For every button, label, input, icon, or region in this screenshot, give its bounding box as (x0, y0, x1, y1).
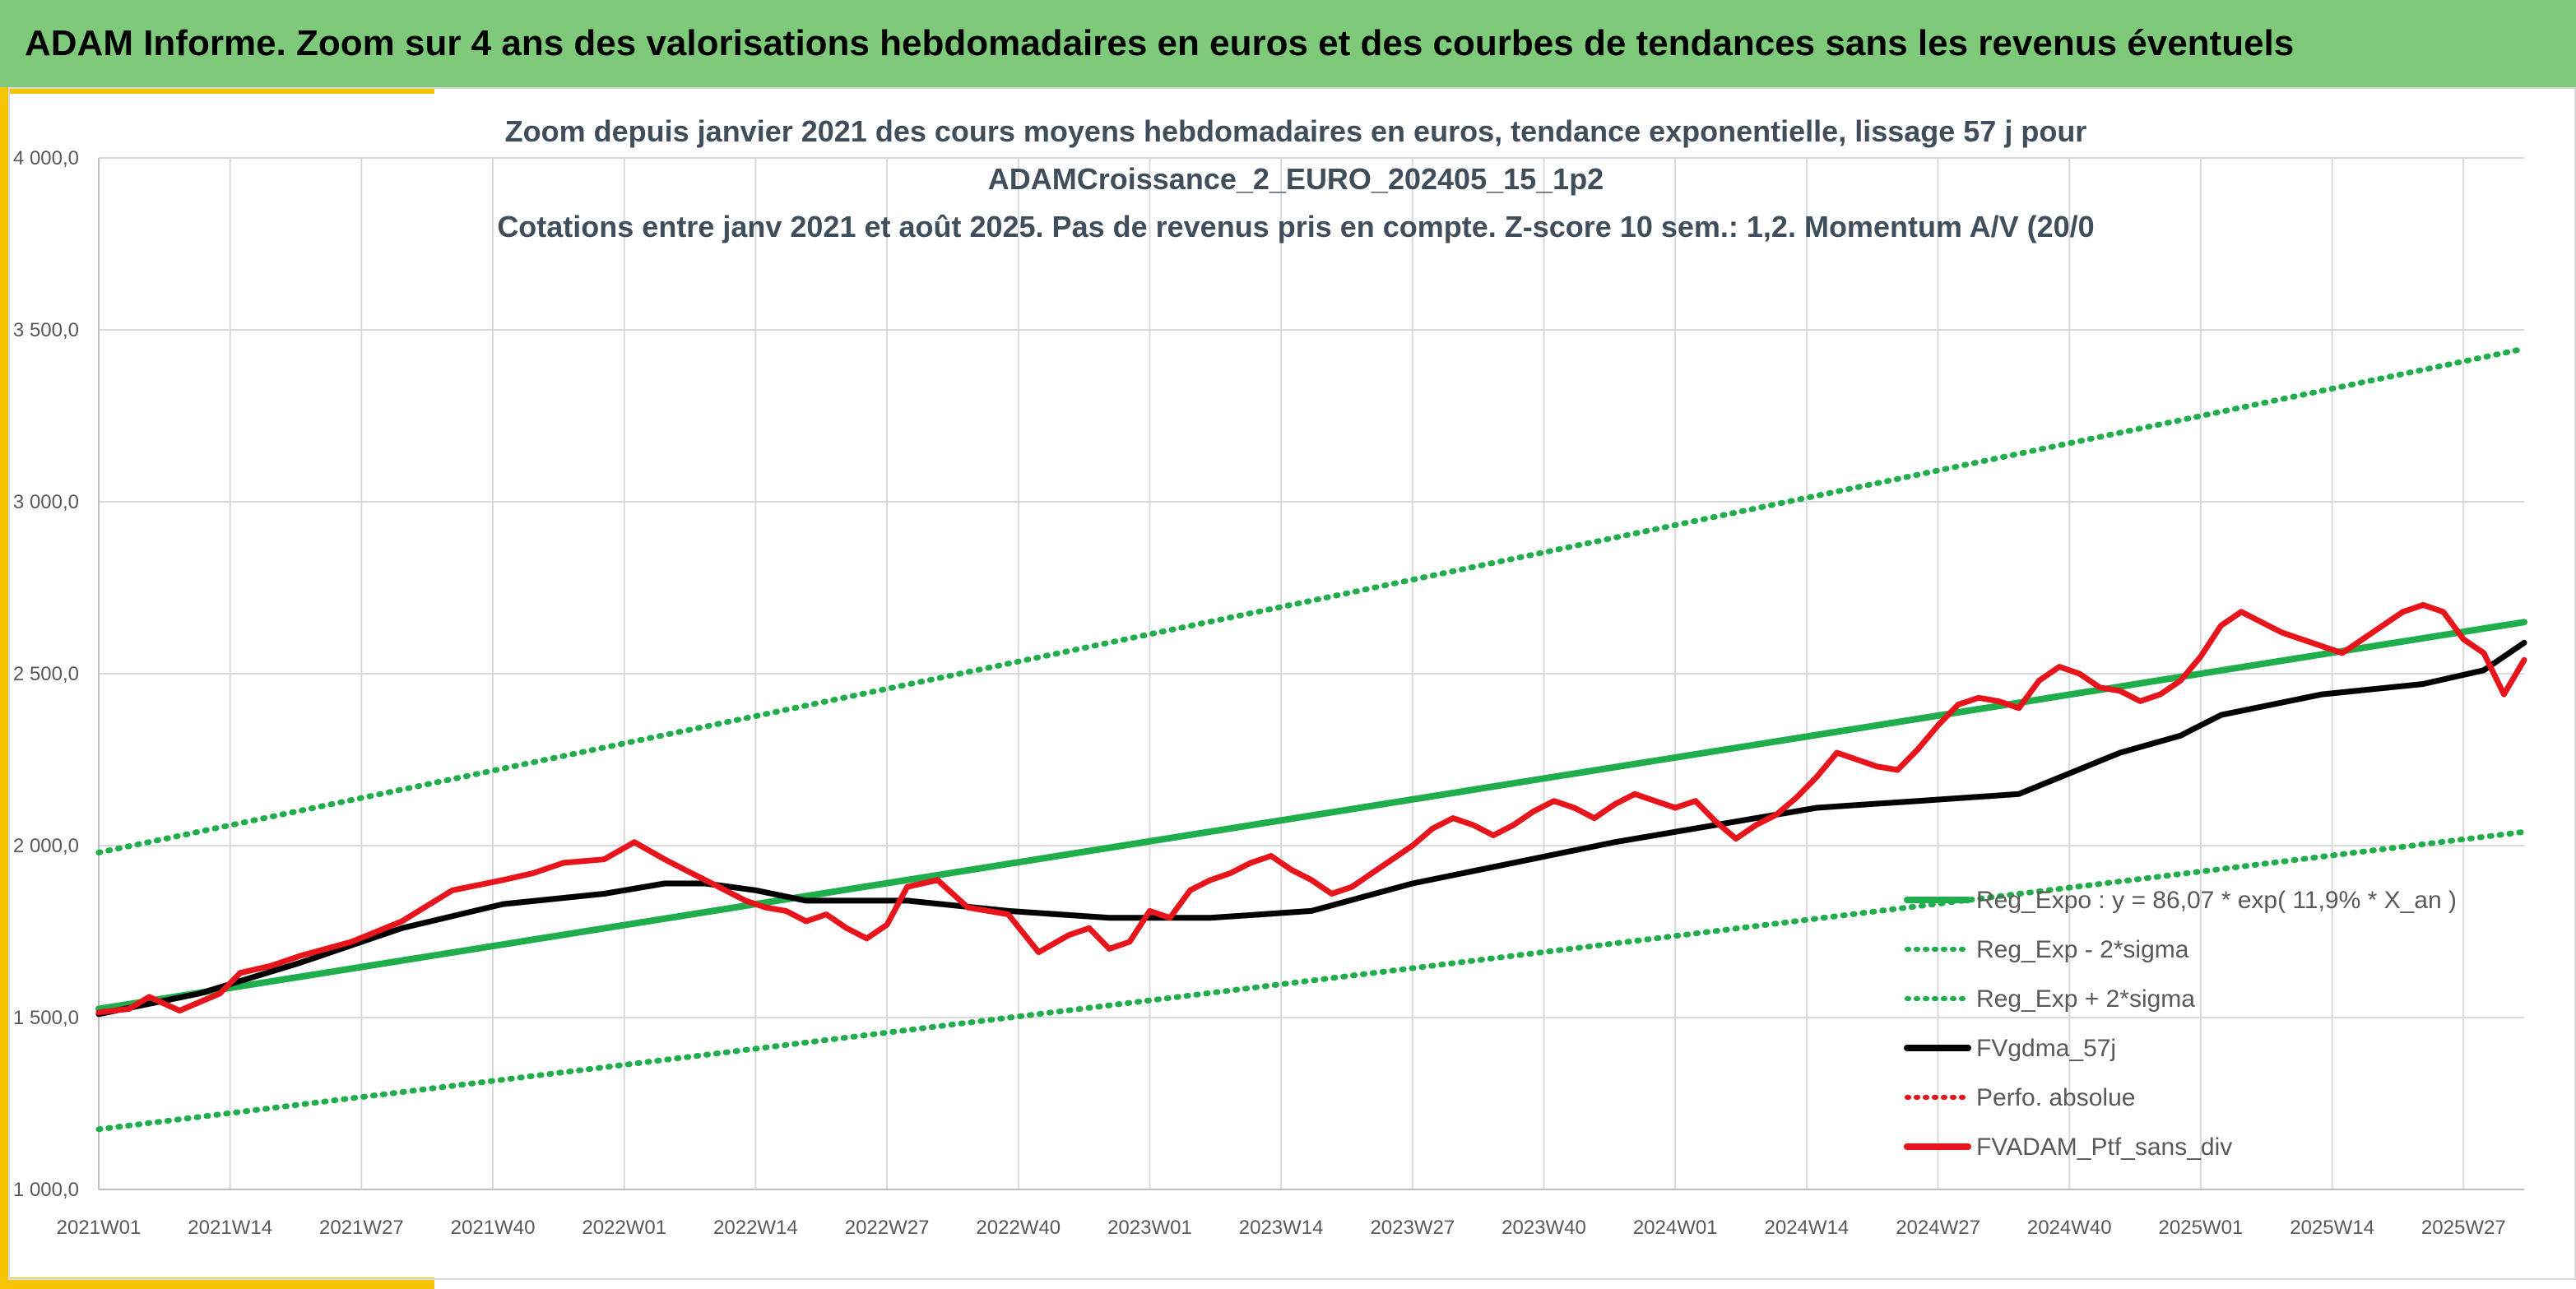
x-tick-label: 2023W40 (1502, 1217, 1586, 1239)
chart-frame (8, 87, 2576, 1280)
y-tick-label: 1 500,0 (13, 1007, 79, 1029)
x-tick-label: 2025W14 (2290, 1217, 2374, 1239)
legend-entry-label: FVADAM_Ptf_sans_div (1976, 1134, 2232, 1161)
x-tick-label: 2023W14 (1239, 1217, 1324, 1239)
legend-entry-label: Reg_Exp + 2*sigma (1976, 985, 2195, 1013)
x-tick-label: 2025W01 (2159, 1217, 2244, 1239)
x-tick-label: 2024W40 (2027, 1217, 2112, 1239)
x-axis-tick-labels: 2021W01 2021W14 2021W27 2021W40 2022W01 2022W… (57, 1217, 2506, 1239)
x-tick-label: 2023W27 (1370, 1217, 1455, 1239)
series-fvadam-ptf-line (95, 601, 2527, 1016)
accent-bar-top (0, 87, 434, 94)
x-tick-label: 2021W01 (57, 1217, 142, 1239)
x-tick-label: 2024W14 (1765, 1217, 1850, 1239)
accent-bar-bottom (0, 1277, 434, 1289)
legend-entry-label: FVgdma_57j (1976, 1035, 2116, 1062)
x-tick-label: 2021W27 (319, 1217, 404, 1239)
x-tick-label: 2022W01 (582, 1217, 666, 1239)
chart-grid (98, 157, 2524, 1190)
x-tick-label: 2021W14 (188, 1217, 272, 1239)
accent-bar-left (0, 87, 8, 1289)
y-tick-label: 3 500,0 (13, 319, 79, 341)
y-tick-label: 2 500,0 (13, 663, 79, 685)
y-tick-label: 3 000,0 (13, 491, 79, 513)
chart-title-line-1: Zoom depuis janvier 2021 des cours moyen… (505, 114, 2087, 148)
x-tick-label: 2023W01 (1107, 1217, 1192, 1239)
legend-entry-label: Reg_Expo : y = 86,07 * exp( 11,9% * X_an… (1976, 887, 2457, 914)
x-tick-label: 2022W14 (713, 1217, 798, 1239)
x-tick-label: 2024W27 (1896, 1217, 1980, 1239)
x-tick-label: 2024W01 (1633, 1217, 1718, 1239)
y-tick-label: 1 000,0 (13, 1179, 79, 1201)
header-title: ADAM Informe. Zoom sur 4 ans des valoris… (25, 23, 2295, 63)
chart-legend: Reg_Expo : y = 86,07 * exp( 11,9% * X_an… (1904, 887, 2457, 1161)
series-reg-exp-minus-2sigma-line (95, 828, 2527, 1133)
x-tick-label: 2025W27 (2421, 1217, 2506, 1239)
series-reg-expo-line (95, 619, 2527, 1013)
x-tick-label: 2022W27 (845, 1217, 930, 1239)
y-axis-tick-labels: 1 000,0 1 500,0 2 000,0 2 500,0 3 000,0 3 500… (13, 147, 79, 1201)
legend-entry-label: Perfo. absolue (1976, 1084, 2135, 1111)
x-tick-label: 2022W40 (976, 1217, 1061, 1239)
chart-title: Zoom depuis janvier 2021 des cours moyen… (497, 114, 2094, 243)
chart-title-line-2: ADAMCroissance_2_EURO_202405_15_1p2 (988, 162, 1604, 196)
legend-entry-label: Reg_Exp - 2*sigma (1976, 936, 2189, 963)
x-tick-label: 2021W40 (451, 1217, 536, 1239)
chart-series (95, 345, 2527, 1133)
y-tick-label: 4 000,0 (13, 147, 79, 169)
series-fvgdma-57j-line (95, 639, 2527, 1018)
series-reg-exp-plus-2sigma-line (95, 345, 2527, 855)
header-banner: ADAM Informe. Zoom sur 4 ans des valoris… (0, 0, 2576, 87)
y-tick-label: 2 000,0 (13, 835, 79, 857)
chart-title-line-3: Cotations entre janv 2021 et août 2025. … (497, 210, 2094, 243)
